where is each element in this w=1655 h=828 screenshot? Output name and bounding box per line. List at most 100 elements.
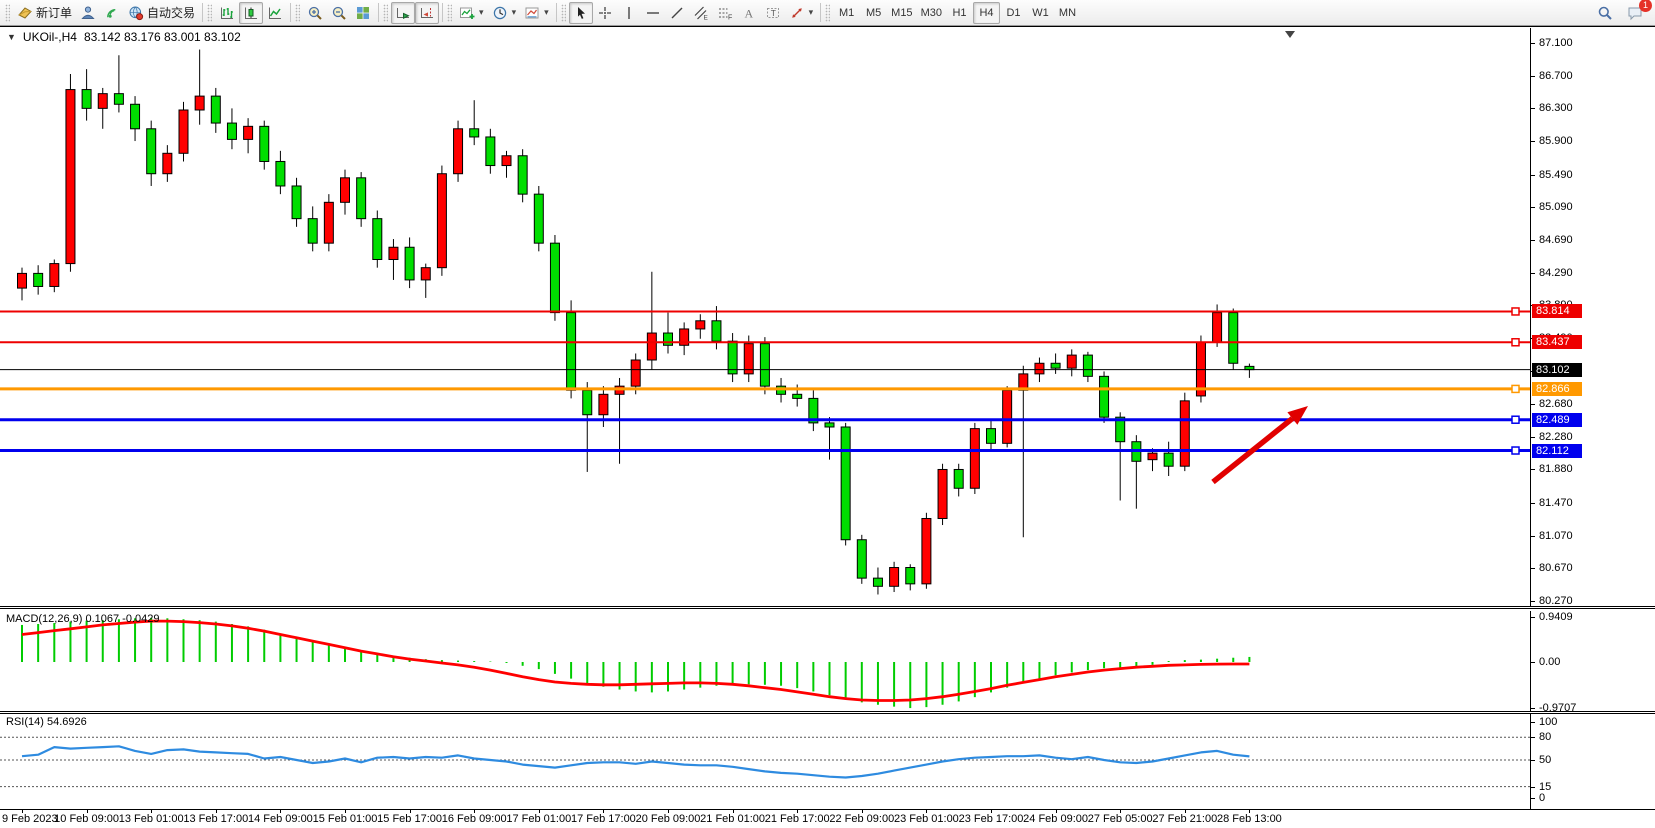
toolbar-drag-handle[interactable] [5, 3, 10, 22]
price-tick-label: 84.290 [1539, 266, 1573, 279]
hline-handle[interactable] [1511, 338, 1520, 347]
price-tick-mark [1531, 568, 1535, 570]
timeframe-m15-button[interactable]: M15 [887, 2, 916, 24]
bar-chart-button[interactable] [215, 2, 239, 24]
timeframe-h1-button[interactable]: H1 [946, 2, 973, 24]
indicators-button[interactable]: ▾ [455, 2, 488, 24]
toolbar-drag-handle[interactable] [447, 3, 453, 22]
tile-windows-button[interactable] [351, 2, 375, 24]
toolbar-drag-handle[interactable] [825, 3, 831, 22]
new-order-button[interactable]: 新订单 [13, 2, 76, 24]
toolbar: 新订单 自动交易 ▾ ▾ ▾ E F A T ▾ M1 M5 M15 M30 H1 H4 D1 W1 MN 1 [0, 0, 1655, 26]
price-tick-mark [1531, 436, 1535, 438]
pane-separator[interactable] [0, 606, 1655, 609]
timeframe-d1-button[interactable]: D1 [1000, 2, 1027, 24]
price-tick-mark [1531, 174, 1535, 176]
timeframe-m30-button[interactable]: M30 [917, 2, 946, 24]
autotrading-button[interactable]: 自动交易 [124, 2, 199, 24]
toolbar-drag-handle[interactable] [560, 3, 566, 22]
timeframe-m1-button[interactable]: M1 [833, 2, 860, 24]
svg-text:E: E [703, 14, 708, 21]
zoom-in-button[interactable] [303, 2, 327, 24]
price-badge-83.437: 83.437 [1532, 335, 1582, 350]
signals-button[interactable] [100, 2, 124, 24]
chart-window: ▼ UKOil-,H4 83.142 83.176 83.001 83.102 … [0, 26, 1655, 828]
chart-shift-button[interactable] [415, 1, 440, 24]
line-chart-button[interactable] [263, 2, 287, 24]
trendline-button[interactable] [665, 2, 689, 24]
timeframe-w1-button-label: W1 [1032, 6, 1049, 19]
rsi-pane[interactable]: RSI(14) 54.6926 [0, 714, 1530, 809]
time-tick-mark [1055, 810, 1057, 813]
hline-handle[interactable] [1511, 446, 1520, 455]
timeframe-mn-button[interactable]: MN [1054, 2, 1081, 24]
trend-arrow[interactable] [1211, 406, 1308, 485]
macd-tick-mark [1531, 708, 1535, 710]
search-button[interactable] [1593, 2, 1617, 24]
toolbar-drag-handle[interactable] [207, 3, 213, 22]
crosshair-button[interactable] [593, 2, 617, 24]
search-icon [1597, 5, 1613, 21]
horizontal-line-button[interactable] [641, 2, 665, 24]
channel-icon: E [693, 5, 709, 21]
time-tick-label: 15 Feb 01:00 [312, 813, 378, 825]
main-chart-pane[interactable]: ▼ UKOil-,H4 83.142 83.176 83.001 83.102 [0, 28, 1530, 606]
price-tick-label: 80.670 [1539, 562, 1573, 575]
hline-handle[interactable] [1511, 415, 1520, 424]
time-tick-label: 10 Feb 09:00 [54, 813, 120, 825]
auto-scroll-button[interactable] [391, 1, 416, 24]
toolbar-separator [820, 3, 822, 22]
time-tick-mark [603, 810, 605, 813]
price-tick-label: 85.090 [1539, 201, 1573, 214]
autotrading-button-label: 自动交易 [147, 6, 196, 20]
market-watch-button[interactable] [76, 2, 100, 24]
time-tick-mark [538, 810, 540, 813]
time-tick-label: 28 Feb 13:00 [1216, 813, 1282, 825]
timeframe-h4-button[interactable]: H4 [972, 1, 1000, 24]
time-tick-mark [1120, 810, 1122, 813]
cursor-button[interactable] [568, 1, 593, 24]
price-tick-label: 84.690 [1539, 233, 1573, 246]
dropdown-caret-icon[interactable]: ▾ [544, 7, 549, 17]
vertical-line-button[interactable] [617, 2, 641, 24]
new-order-icon [17, 5, 33, 21]
text-button[interactable]: A [737, 2, 761, 24]
vertical-line-icon [621, 5, 637, 21]
rsi-tick-label: 50 [1539, 754, 1552, 766]
price-tick-label: 82.280 [1539, 430, 1573, 443]
price-tick-label: 81.470 [1539, 496, 1573, 509]
dropdown-caret-icon[interactable]: ▾ [479, 7, 484, 17]
macd-tick-label: 0.00 [1539, 656, 1561, 668]
price-tick-mark [1531, 502, 1535, 504]
chart-shift-marker[interactable] [1285, 31, 1295, 38]
candlestick-chart-button[interactable] [239, 1, 264, 24]
timeframe-d1-button-label: D1 [1006, 6, 1021, 19]
macd-pane[interactable]: MACD(12,26,9) 0.1067 -0.0429 [0, 611, 1530, 711]
price-tick-label: 86.700 [1539, 69, 1573, 82]
fibonacci-button[interactable]: F [713, 2, 737, 24]
time-tick-label: 23 Feb 17:00 [958, 813, 1024, 825]
macd-tick-mark [1531, 617, 1535, 619]
templates-button[interactable]: ▾ [520, 2, 553, 24]
zoom-out-button[interactable] [327, 2, 351, 24]
channel-button[interactable]: E [689, 2, 713, 24]
periods-button[interactable]: ▾ [488, 2, 521, 24]
time-tick-mark [151, 810, 153, 813]
arrows-button[interactable]: ▾ [785, 2, 818, 24]
autotrading-icon [128, 5, 144, 21]
new-order-button-label: 新订单 [36, 6, 73, 20]
toolbar-drag-handle[interactable] [295, 3, 301, 22]
hline-handle[interactable] [1511, 307, 1520, 316]
timeframe-m5-button[interactable]: M5 [860, 2, 887, 24]
dropdown-caret-icon[interactable]: ▾ [808, 7, 814, 17]
horizontal-lines-layer[interactable] [0, 307, 1530, 455]
time-tick-mark [732, 810, 734, 813]
pane-separator[interactable] [0, 711, 1655, 714]
toolbar-drag-handle[interactable] [383, 3, 389, 22]
hline-handle[interactable] [1511, 384, 1520, 394]
one-click-trading-toggle[interactable]: ▼ [7, 32, 16, 42]
dropdown-caret-icon[interactable]: ▾ [511, 7, 517, 17]
label-button[interactable]: T [761, 2, 785, 24]
notifications-button[interactable]: 1 [1623, 0, 1652, 24]
timeframe-w1-button[interactable]: W1 [1027, 2, 1054, 24]
